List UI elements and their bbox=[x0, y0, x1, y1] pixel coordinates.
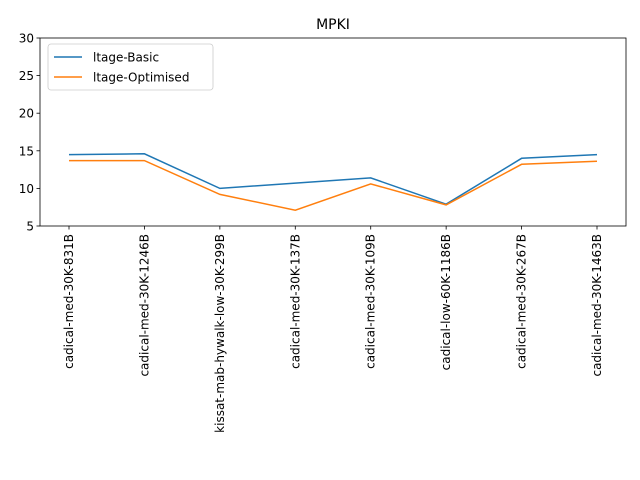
plot-frame bbox=[39, 37, 627, 227]
x-tick-label: cadical-med-30K-267B bbox=[515, 234, 529, 369]
y-tick-label: 15 bbox=[19, 144, 34, 158]
legend-label-2: ltage-Optimised bbox=[93, 71, 189, 85]
plot-lines bbox=[68, 153, 598, 211]
legend: ltage-Basic ltage-Optimised bbox=[47, 43, 214, 91]
y-tick-label: 25 bbox=[19, 69, 34, 83]
x-tick-label: cadical-med-30K-831B bbox=[62, 234, 76, 369]
y-tick-label: 10 bbox=[19, 182, 34, 196]
y-tick-label: 30 bbox=[19, 32, 34, 46]
x-tick-label: cadical-med-30K-1463B bbox=[590, 234, 604, 377]
legend-box bbox=[47, 43, 214, 91]
legend-label-1: ltage-Basic bbox=[93, 51, 159, 65]
series-line-2 bbox=[69, 159, 598, 211]
x-axis: cadical-med-30K-831B cadical-med-30K-1246… bbox=[62, 226, 604, 433]
x-tick-label: cadical-med-30K-137B bbox=[288, 234, 302, 369]
x-tick-label: cadical-med-30K-109B bbox=[364, 234, 378, 369]
x-tick-label: cadical-low-60K-1186B bbox=[439, 234, 453, 370]
series-line-1 bbox=[68, 153, 598, 206]
chart-title: MPKI bbox=[316, 17, 350, 33]
x-tick-label: kissat-mab-hywalk-low-30K-299B bbox=[213, 234, 227, 433]
y-axis: 5 10 15 20 25 30 bbox=[19, 32, 40, 234]
y-tick-label: 5 bbox=[26, 220, 34, 234]
y-tick-label: 20 bbox=[19, 107, 34, 121]
x-tick-label: cadical-med-30K-1246B bbox=[137, 234, 151, 377]
